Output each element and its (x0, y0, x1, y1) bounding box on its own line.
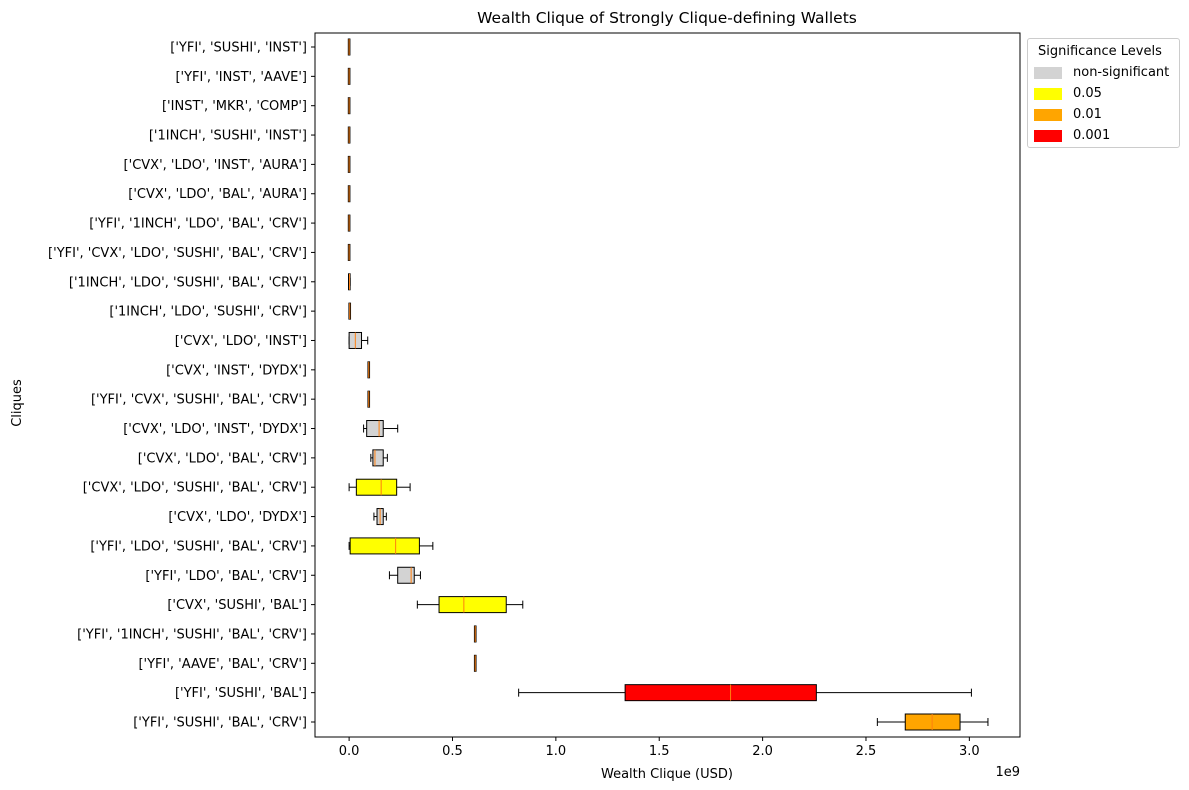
box-iqr (372, 449, 384, 467)
box-10 (348, 331, 369, 349)
legend-label: 0.001 (1073, 128, 1111, 143)
box-iqr (397, 566, 415, 584)
legend-label: 0.01 (1073, 107, 1102, 122)
y-tick-label: ['CVX', 'LDO', 'SUSHI', 'BAL', 'CRV'] (83, 481, 307, 496)
x-tick-label: 1.0 (546, 744, 567, 759)
box-13 (363, 420, 399, 438)
x-tick-label: 2.0 (752, 744, 773, 759)
y-axis-ticks: ['YFI', 'SUSHI', 'INST'] ['YFI', 'INST', … (48, 41, 315, 731)
y-tick-label: ['YFI', '1INCH', 'SUSHI', 'BAL', 'CRV'] (77, 627, 307, 642)
legend-swatch (1034, 109, 1062, 121)
box-12 (367, 390, 371, 408)
box-15 (348, 478, 411, 496)
box-18 (388, 566, 421, 584)
x-tick-label: 0.0 (339, 744, 360, 759)
box-9 (348, 302, 352, 320)
y-tick-label: ['CVX', 'LDO', 'INST', 'DYDX'] (123, 422, 307, 437)
y-tick-label: ['YFI', 'CVX', 'SUSHI', 'BAL', 'CRV'] (91, 393, 307, 408)
box-16 (373, 508, 387, 526)
x-tick-label: 3.0 (959, 744, 980, 759)
x-tick-label: 0.5 (442, 744, 463, 759)
legend: Significance Levels non-significant 0.05… (1027, 38, 1180, 148)
legend-label: non-significant (1073, 65, 1170, 80)
y-tick-label: ['1INCH', 'LDO', 'SUSHI', 'BAL', 'CRV'] (69, 275, 307, 290)
plot-frame (314, 32, 1021, 738)
y-tick-label: ['YFI', 'SUSHI', 'BAL', 'CRV'] (133, 716, 307, 731)
box-iqr (355, 478, 398, 496)
box-iqr (624, 684, 817, 702)
legend-title: Significance Levels (1038, 44, 1162, 59)
x-axis-label: Wealth Clique (USD) (601, 767, 733, 782)
box-3 (347, 126, 351, 144)
box-11 (367, 361, 371, 379)
y-tick-label: ['CVX', 'LDO', 'INST'] (175, 334, 307, 349)
y-tick-label: ['CVX', 'SUSHI', 'BAL'] (167, 598, 307, 613)
legend-swatch (1034, 88, 1062, 100)
box-iqr (366, 420, 384, 438)
box-6 (347, 214, 351, 232)
box-1 (347, 67, 351, 85)
y-axis-label: Cliques (10, 379, 25, 427)
y-tick-label: ['INST', 'MKR', 'COMP'] (162, 99, 307, 114)
y-tick-label: ['1INCH', 'LDO', 'SUSHI', 'CRV'] (109, 305, 307, 320)
y-tick-label: ['CVX', 'LDO', 'INST', 'AURA'] (124, 158, 307, 173)
box-17 (348, 537, 434, 555)
box-5 (347, 185, 351, 203)
box-iqr (904, 713, 961, 731)
legend-label: 0.05 (1073, 86, 1102, 101)
x-axis-offset-label: 1e9 (995, 765, 1020, 780)
box-20 (473, 625, 477, 643)
box-21 (473, 654, 477, 672)
box-22 (518, 684, 972, 702)
y-tick-label: ['YFI', 'LDO', 'BAL', 'CRV'] (145, 569, 307, 584)
box-19 (416, 596, 524, 614)
plot-area (314, 32, 1021, 738)
x-axis-ticks: 0.0 0.5 1.0 1.5 2.0 2.5 3.0 (339, 737, 980, 759)
y-tick-label: ['YFI', '1INCH', 'LDO', 'BAL', 'CRV'] (89, 217, 307, 232)
x-tick-label: 2.5 (856, 744, 877, 759)
box-23 (876, 713, 989, 731)
box-iqr (438, 596, 507, 614)
box-2 (347, 97, 351, 115)
chart-title: Wealth Clique of Strongly Clique-definin… (477, 9, 857, 27)
y-tick-label: ['CVX', 'LDO', 'BAL', 'CRV'] (138, 451, 307, 466)
y-tick-label: ['YFI', 'CVX', 'LDO', 'SUSHI', 'BAL', 'C… (48, 246, 307, 261)
box-4 (347, 155, 351, 173)
box-iqr (349, 537, 420, 555)
y-tick-label: ['CVX', 'LDO', 'DYDX'] (168, 510, 307, 525)
box-8 (348, 273, 351, 291)
y-tick-label: ['CVX', 'INST', 'DYDX'] (166, 363, 307, 378)
y-tick-label: ['YFI', 'SUSHI', 'BAL'] (175, 686, 307, 701)
y-tick-label: ['YFI', 'SUSHI', 'INST'] (170, 41, 307, 56)
y-tick-label: ['CVX', 'LDO', 'BAL', 'AURA'] (128, 187, 307, 202)
box-0 (347, 38, 351, 56)
y-tick-label: ['YFI', 'INST', 'AAVE'] (175, 70, 307, 85)
y-tick-label: ['YFI', 'AAVE', 'BAL', 'CRV'] (138, 657, 307, 672)
y-tick-label: ['YFI', 'LDO', 'SUSHI', 'BAL', 'CRV'] (90, 539, 307, 554)
y-tick-label: ['1INCH', 'SUSHI', 'INST'] (149, 129, 307, 144)
box-14 (370, 449, 388, 467)
box-7 (347, 243, 351, 261)
x-tick-label: 1.5 (649, 744, 670, 759)
legend-swatch (1034, 67, 1062, 79)
legend-swatch (1034, 130, 1062, 142)
